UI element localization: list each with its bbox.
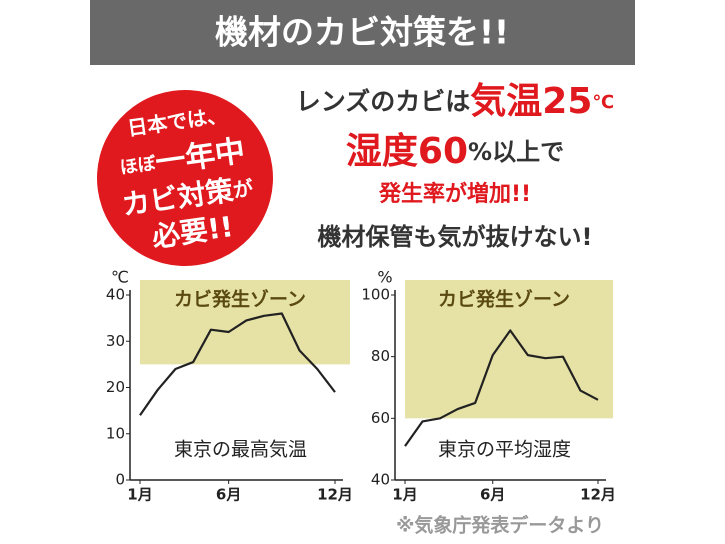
headline-line: レンズのカビは気温25℃ [296, 81, 614, 122]
x-tick-label: 1月 [392, 486, 417, 504]
header-title: 機材のカビ対策を!! [215, 13, 509, 52]
y-tick-label: 40 [371, 471, 390, 489]
headline-text: レンズのカビは [296, 87, 471, 116]
badge: 日本では、 ほぼ一年中 カビ対策が 必要!! [97, 90, 273, 266]
x-tick-label: 6月 [480, 486, 505, 504]
badge-text: ほぼ [119, 153, 159, 179]
chart-title: 東京の平均湿度 [438, 439, 571, 461]
x-tick-label: 6月 [216, 486, 241, 504]
headline-line: 湿度60%以上で [346, 131, 564, 172]
badge-text: が [231, 175, 254, 202]
headline-text: %以上で [468, 138, 564, 166]
headline-line: 機材保管も気が抜けない! [318, 223, 593, 251]
headline-text: 気温25 [470, 81, 592, 122]
y-tick-label: 100 [361, 286, 390, 304]
y-tick-label: 30 [106, 332, 125, 350]
y-tick-label: 10 [106, 424, 125, 442]
y-unit: ℃ [111, 268, 129, 287]
x-tick-label: 1月 [127, 486, 152, 504]
y-unit: % [377, 268, 392, 287]
headline-line: 発生率が増加!! [378, 181, 531, 207]
y-tick-label: 60 [371, 409, 390, 427]
y-tick-label: 0 [115, 471, 125, 489]
data-line [404, 329, 599, 447]
headline-text: 湿度60 [346, 131, 468, 172]
x-tick-label: 12月 [317, 486, 353, 504]
data-line [139, 312, 336, 416]
header-bar [90, 0, 635, 65]
zone-label: カビ発生ゾーン [174, 288, 306, 311]
headline-text: ℃ [592, 92, 614, 113]
zone-label: カビ発生ゾーン [438, 288, 570, 311]
y-tick-label: 80 [371, 347, 390, 365]
x-tick-label: 12月 [580, 486, 616, 504]
chart-title: 東京の最高気温 [174, 439, 307, 461]
zone [405, 280, 613, 419]
y-tick-label: 20 [106, 378, 125, 396]
y-tick-label: 40 [106, 286, 125, 304]
badge-circle [97, 90, 273, 266]
footnote: ※気象庁発表データより [396, 514, 604, 537]
